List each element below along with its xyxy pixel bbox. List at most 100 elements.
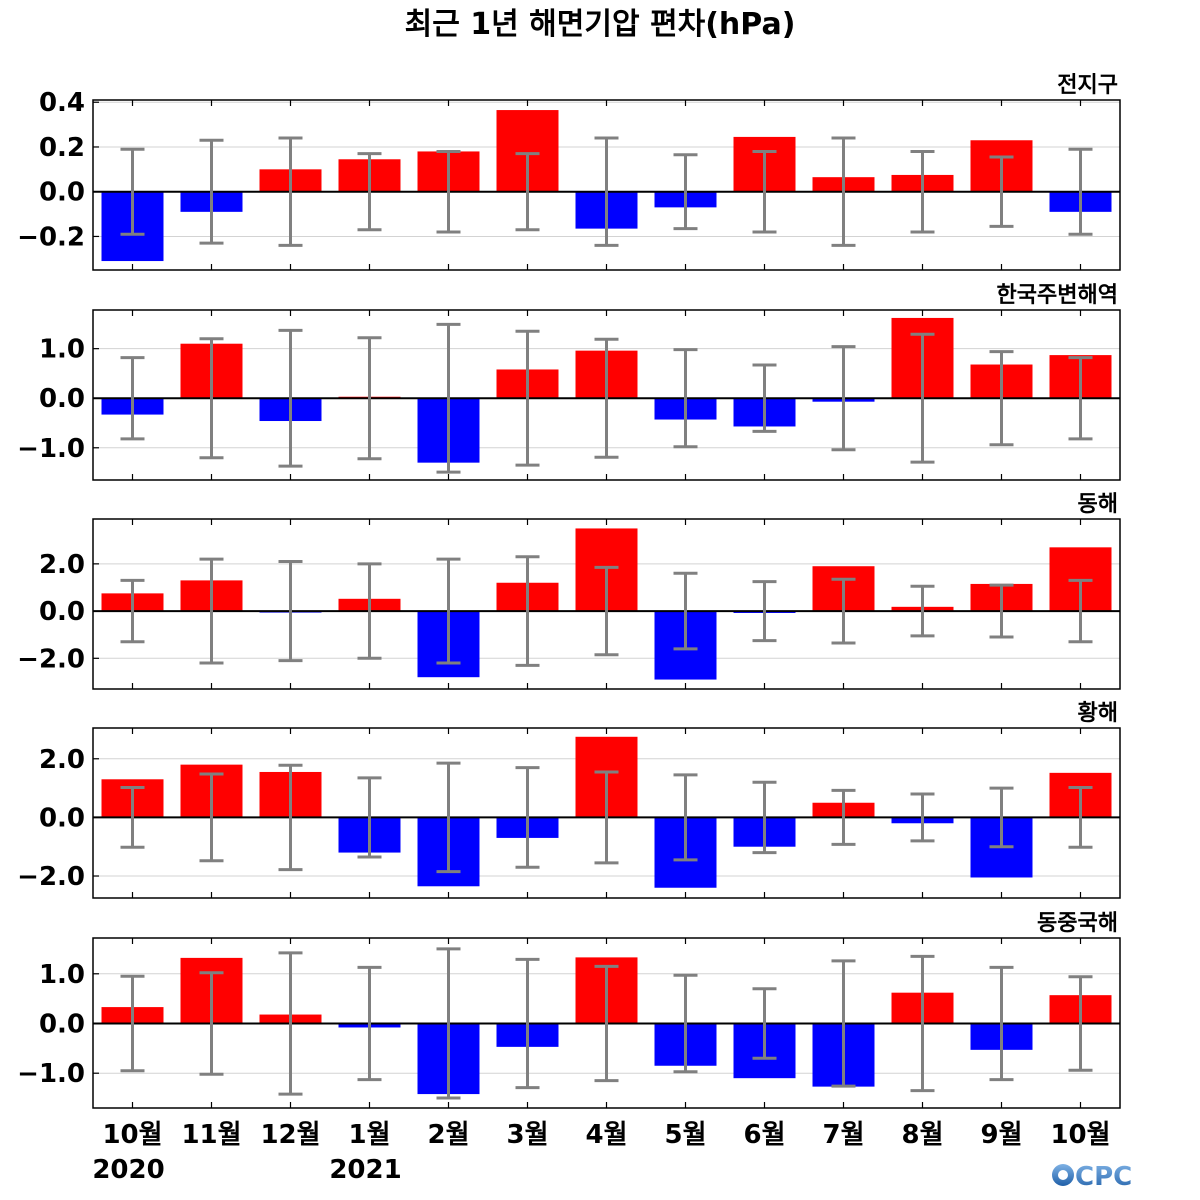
panel-title: 동해 [1078,492,1118,517]
error-bar [989,350,1014,447]
year-label: 2020 [92,1155,164,1185]
x-tick-label: 9월 [980,1120,1022,1150]
error-bar [120,147,145,236]
x-tick-label: 8월 [901,1120,943,1150]
y-tick-label: 2.0 [39,745,85,775]
error-bar [752,580,777,643]
error-bar [515,555,540,667]
error-bar [910,792,935,843]
error-bar [120,974,145,1073]
error-bar [752,987,777,1060]
x-tick-label: 6월 [743,1120,785,1150]
error-bar [989,786,1014,849]
panel-2: −1.0 0.0 1.0 한국주변해역 [17,283,1121,481]
error-bar [831,345,856,452]
error-bar [673,773,698,862]
error-bar [120,578,145,644]
error-bar [515,329,540,467]
error-bar [1068,786,1093,849]
error-bar [199,772,224,863]
error-bar [989,155,1014,228]
y-tick-label: 0.4 [39,88,85,118]
y-tick-label: 2.0 [39,550,85,580]
x-tick-label: 1월 [348,1120,390,1150]
error-bar [120,356,145,441]
error-bar [278,763,303,872]
error-bar [989,965,1014,1082]
error-bar [515,152,540,232]
error-bar [831,959,856,1088]
y-tick-label: −1.0 [17,1059,85,1089]
error-bar [752,780,777,855]
x-tick-label: 12월 [260,1120,320,1150]
error-bar [357,152,382,232]
y-tick-label: 1.0 [39,960,85,990]
panel-title: 동중국해 [1037,911,1118,936]
x-tick-label: 10월 [102,1120,162,1150]
error-bar [357,776,382,859]
cpc-logo-icon: CPC [1052,1162,1132,1190]
error-bar [673,571,698,651]
error-bar [436,947,461,1100]
y-tick-label: −0.2 [17,222,85,252]
error-bar [357,562,382,660]
y-tick-label: 0.0 [39,803,85,833]
error-bar [1068,578,1093,644]
error-bar [1068,975,1093,1072]
panel-title: 황해 [1078,701,1118,726]
panel-4: −2.0 0.0 2.0 황해 [17,701,1121,899]
error-bar [199,337,224,460]
error-bar [831,788,856,846]
x-tick-label: 5월 [664,1120,706,1150]
y-tick-label: 0.0 [39,597,85,627]
error-bar [673,153,698,231]
error-bar [910,584,935,638]
error-bar [120,786,145,849]
panel-3: −2.0 0.0 2.0 동해 [17,492,1121,690]
y-tick-label: 0.0 [39,1009,85,1039]
error-bar [278,136,303,247]
error-bar [594,136,619,247]
error-bar [910,954,935,1093]
error-bar [910,149,935,234]
error-bar [278,328,303,468]
error-bar [199,138,224,245]
error-bar [673,973,698,1074]
y-tick-label: 1.0 [39,335,85,365]
error-bar [910,332,935,464]
x-tick-label: 7월 [822,1120,864,1150]
panel-1: −0.2 0.0 0.2 0.4 전지구 [17,73,1121,271]
error-bar [673,348,698,449]
error-bar [594,337,619,459]
y-tick-label: 0.0 [39,178,85,208]
y-tick-label: −2.0 [17,644,85,674]
y-tick-label: 0.2 [39,133,85,163]
error-bar [436,149,461,234]
y-tick-label: −1.0 [17,434,85,464]
error-bar [594,770,619,865]
panel-title: 전지구 [1057,73,1118,98]
panel-5: −1.0 0.0 1.0 동중국해 [17,911,1121,1109]
error-bar [831,136,856,247]
error-bar [1068,356,1093,441]
x-tick-label: 2월 [427,1120,469,1150]
error-bar [199,971,224,1076]
y-tick-label: 0.0 [39,384,85,414]
logo-text: CPC [1075,1162,1132,1190]
panel-title: 한국주변해역 [997,283,1118,308]
year-label: 2021 [329,1155,401,1185]
error-bar [436,557,461,665]
error-bar [357,965,382,1082]
y-tick-label: −2.0 [17,862,85,892]
error-bar [594,565,619,657]
chart-title: 최근 1년 해면기압 편차(hPa) [405,7,796,42]
error-bar [436,761,461,874]
x-tick-label: 10월 [1050,1120,1110,1150]
error-bar [436,322,461,474]
error-bar [357,336,382,461]
x-tick-label: 11월 [181,1120,241,1150]
error-bar [278,560,303,663]
error-bar [989,583,1014,639]
error-bar [278,951,303,1096]
